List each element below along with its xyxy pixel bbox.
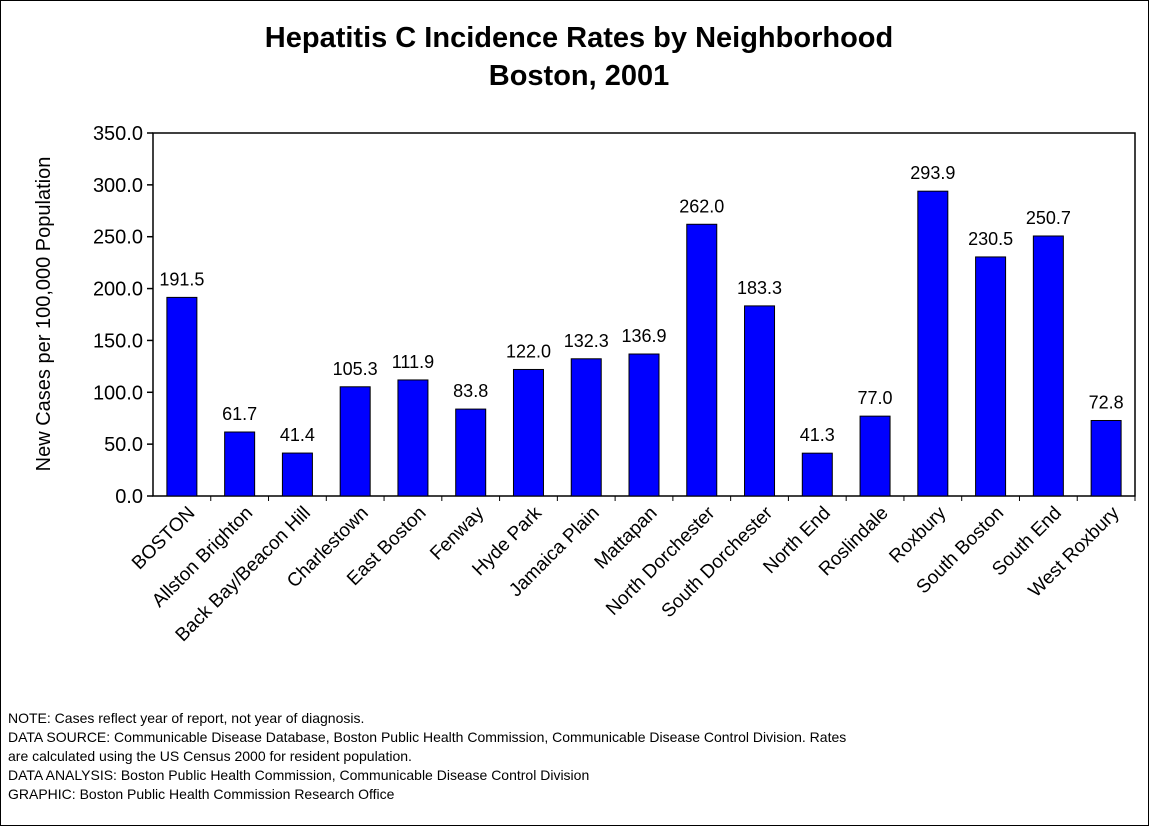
y-tick-label: 350.0 [93, 123, 143, 145]
bar [570, 358, 602, 497]
data-label: 122.0 [506, 341, 551, 361]
graphic-credit-text: GRAPHIC: Boston Public Health Commission… [8, 786, 395, 802]
data-label: 77.0 [858, 388, 893, 408]
data-label: 61.7 [222, 404, 257, 424]
y-tick-label: 50.0 [104, 434, 143, 456]
bar [917, 190, 949, 497]
data-label: 105.3 [333, 359, 378, 379]
footnotes: NOTE: Cases reflect year of report, not … [8, 709, 1138, 804]
data-label: 111.9 [392, 352, 434, 372]
y-tick-label: 100.0 [93, 382, 143, 404]
bar [339, 386, 371, 497]
chart-subtitle: Boston, 2001 [489, 60, 670, 92]
y-tick-label: 0.0 [115, 486, 143, 508]
category-label: North Dorchester [602, 502, 720, 620]
y-tick-label: 200.0 [93, 279, 143, 301]
data-label: 262.0 [679, 196, 724, 216]
bar [224, 431, 256, 497]
y-axis-label: New Cases per 100,000 Population [33, 157, 55, 472]
bar [455, 408, 487, 497]
bar [1032, 235, 1064, 497]
chart-title: Hepatitis C Incidence Rates by Neighborh… [265, 22, 893, 54]
bar [744, 305, 776, 497]
data-label: 83.8 [453, 381, 488, 401]
y-tick-label: 250.0 [93, 227, 143, 249]
bar [281, 452, 313, 497]
bar [686, 223, 718, 497]
bar [397, 379, 429, 497]
note-text: NOTE: Cases reflect year of report, not … [8, 710, 365, 726]
bar [166, 296, 198, 497]
y-tick-label: 300.0 [93, 175, 143, 197]
bar [1090, 419, 1122, 497]
data-label: 136.9 [621, 326, 666, 346]
data-label: 230.5 [968, 229, 1013, 249]
data-label: 293.9 [910, 163, 955, 183]
data-source-text: DATA SOURCE: Communicable Disease Databa… [8, 729, 847, 745]
bar [975, 256, 1007, 497]
category-label: Allston Brighton [148, 503, 257, 612]
data-analysis-text: DATA ANALYSIS: Boston Public Health Comm… [8, 767, 590, 783]
data-label: 191.5 [159, 269, 204, 289]
data-label: 72.8 [1089, 392, 1124, 412]
data-label: 183.3 [737, 278, 782, 298]
data-label: 132.3 [564, 331, 609, 351]
data-label: 41.4 [280, 425, 315, 445]
data-label: 250.7 [1026, 208, 1071, 228]
bar-chart: Hepatitis C Incidence Rates by Neighborh… [33, 22, 1136, 646]
bar [512, 368, 544, 497]
bar [859, 415, 891, 497]
y-tick-label: 150.0 [93, 330, 143, 352]
bar [801, 452, 833, 497]
data-source-text-cont: are calculated using the US Census 2000 … [8, 748, 412, 764]
data-label: 41.3 [800, 425, 835, 445]
bar [628, 353, 660, 497]
